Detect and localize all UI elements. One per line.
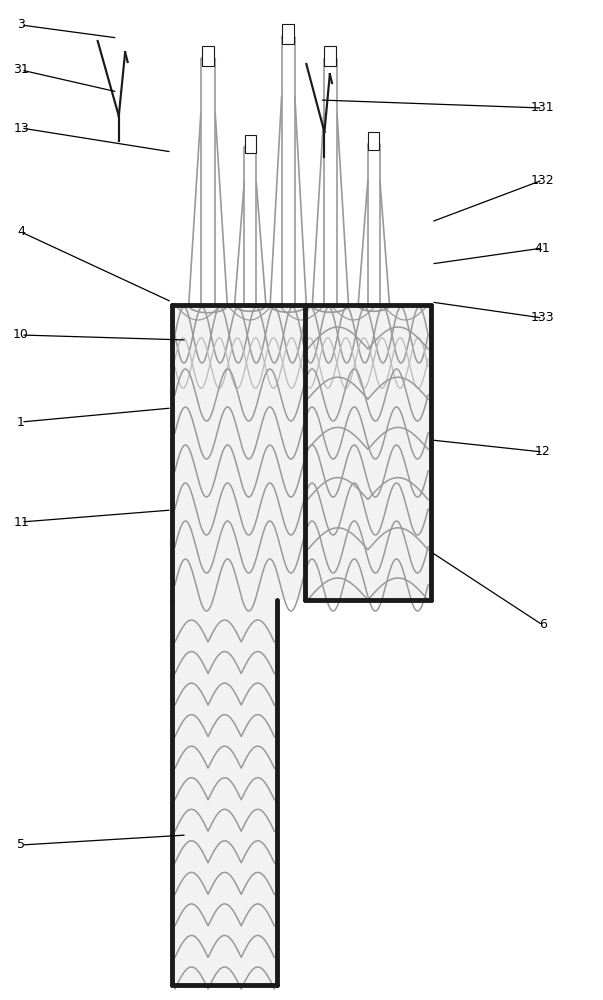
Bar <box>282 24 294 44</box>
Text: 132: 132 <box>531 174 555 186</box>
Bar <box>202 46 214 66</box>
Bar <box>324 46 336 66</box>
Text: 6: 6 <box>538 618 547 632</box>
Bar <box>245 135 256 153</box>
Text: 5: 5 <box>17 838 25 852</box>
Text: 133: 133 <box>531 311 555 324</box>
Text: 12: 12 <box>535 445 551 458</box>
Polygon shape <box>172 305 431 600</box>
Text: 3: 3 <box>17 18 25 31</box>
Text: 41: 41 <box>535 241 551 254</box>
Text: 31: 31 <box>13 63 29 76</box>
Text: 13: 13 <box>13 121 29 134</box>
Text: 10: 10 <box>13 328 29 341</box>
Text: 11: 11 <box>13 516 29 528</box>
Bar <box>368 132 379 150</box>
Text: 4: 4 <box>17 225 25 238</box>
Polygon shape <box>305 305 431 600</box>
Polygon shape <box>172 600 277 985</box>
Text: 131: 131 <box>531 101 555 114</box>
Text: 1: 1 <box>17 416 25 428</box>
